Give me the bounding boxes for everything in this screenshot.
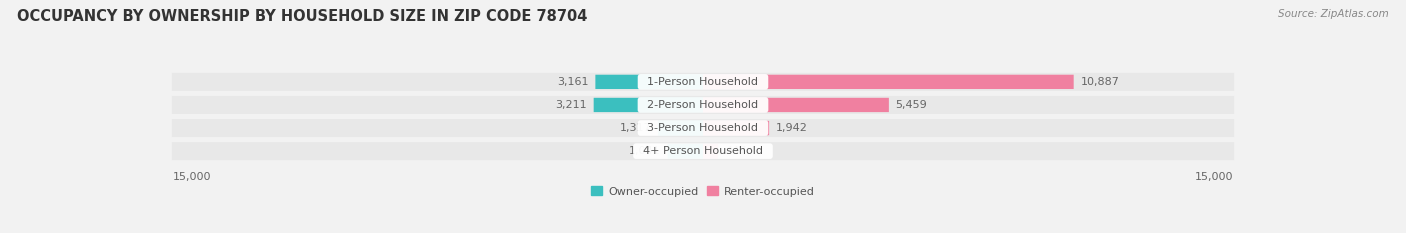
Text: 1,942: 1,942	[776, 123, 808, 133]
FancyBboxPatch shape	[172, 142, 1234, 160]
Text: 4+ Person Household: 4+ Person Household	[636, 146, 770, 156]
FancyBboxPatch shape	[172, 119, 1234, 137]
Text: 2-Person Household: 2-Person Household	[641, 100, 765, 110]
Text: Source: ZipAtlas.com: Source: ZipAtlas.com	[1278, 9, 1389, 19]
Text: 10,887: 10,887	[1080, 77, 1119, 87]
Text: 447: 447	[725, 146, 747, 156]
Text: OCCUPANCY BY OWNERSHIP BY HOUSEHOLD SIZE IN ZIP CODE 78704: OCCUPANCY BY OWNERSHIP BY HOUSEHOLD SIZE…	[17, 9, 588, 24]
FancyBboxPatch shape	[172, 73, 1234, 91]
Legend: Owner-occupied, Renter-occupied: Owner-occupied, Renter-occupied	[586, 182, 820, 201]
Text: 3-Person Household: 3-Person Household	[641, 123, 765, 133]
Text: 3,211: 3,211	[555, 100, 586, 110]
FancyBboxPatch shape	[668, 144, 703, 158]
Text: 3,161: 3,161	[557, 77, 589, 87]
FancyBboxPatch shape	[658, 121, 703, 135]
Text: 1,317: 1,317	[620, 123, 651, 133]
Text: 5,459: 5,459	[896, 100, 928, 110]
FancyBboxPatch shape	[703, 75, 1074, 89]
Text: 1,041: 1,041	[628, 146, 661, 156]
FancyBboxPatch shape	[703, 98, 889, 112]
FancyBboxPatch shape	[593, 98, 703, 112]
FancyBboxPatch shape	[595, 75, 703, 89]
FancyBboxPatch shape	[172, 96, 1234, 114]
Text: 1-Person Household: 1-Person Household	[641, 77, 765, 87]
FancyBboxPatch shape	[703, 121, 769, 135]
FancyBboxPatch shape	[703, 144, 718, 158]
